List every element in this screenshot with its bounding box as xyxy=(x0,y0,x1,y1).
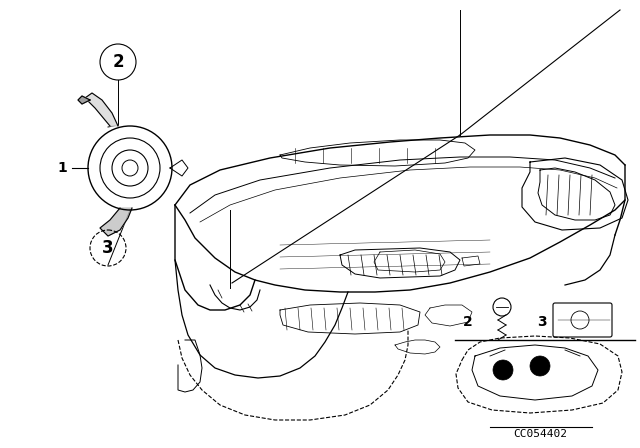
Text: 2: 2 xyxy=(463,315,473,329)
Text: CC054402: CC054402 xyxy=(513,429,567,439)
Text: 1: 1 xyxy=(57,161,67,175)
Text: 2: 2 xyxy=(112,53,124,71)
Circle shape xyxy=(493,360,513,380)
Text: 3: 3 xyxy=(102,239,114,257)
Text: 3: 3 xyxy=(537,315,547,329)
Polygon shape xyxy=(85,93,118,126)
Polygon shape xyxy=(78,96,90,104)
Polygon shape xyxy=(100,208,132,236)
Circle shape xyxy=(530,356,550,376)
